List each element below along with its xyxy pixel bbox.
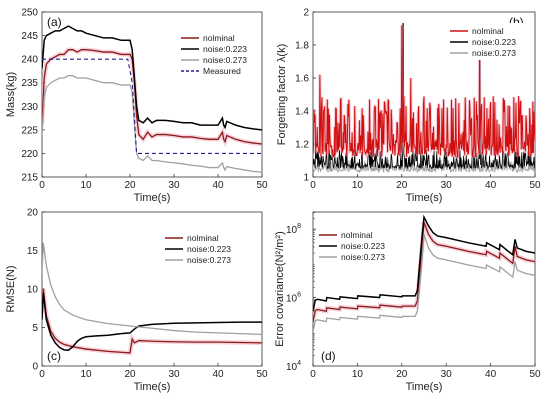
x-axis-label: Time(s) — [134, 381, 171, 393]
panel-label: (d) — [321, 349, 336, 363]
plot-area — [313, 214, 535, 332]
y-tick-label: 1.8 — [295, 41, 309, 52]
x-tick-label: 10 — [80, 180, 92, 191]
series-line — [313, 234, 535, 332]
panel-2: 0 10 20 30 40 5005101520Time(s)RMSE(N)(c)nolm… — [5, 208, 268, 394]
x-tick-label: 50 — [529, 180, 541, 191]
legend-entry: nolminal — [203, 33, 235, 43]
y-axis-label: RMSE(N) — [5, 265, 17, 312]
y-tick-label: 245 — [21, 31, 38, 42]
y-tick-label: 5 — [32, 323, 38, 334]
x-tick-label: 0 — [310, 369, 316, 380]
y-tick-label: 0 — [32, 362, 38, 373]
x-tick-label: 40 — [212, 369, 224, 380]
y-tick-label: 250 — [21, 8, 38, 19]
legend-entry: noise:0.273 — [341, 252, 385, 262]
plot-area — [42, 242, 262, 356]
y-tick-label: 240 — [21, 55, 38, 66]
x-tick-label: 20 — [396, 369, 408, 380]
legend-entry: noise:0.273 — [472, 48, 516, 58]
legend-entry: Measured — [203, 66, 241, 76]
x-tick-label: 20 — [124, 180, 136, 191]
y-axis-label: Mass(kg) — [5, 72, 17, 117]
series-line — [42, 292, 262, 351]
series-line — [42, 49, 262, 145]
legend-entry: nolminal — [341, 230, 373, 240]
panel-0: 0 10 20 30 40 50 215 220 225 230 235 240 245 250 Time(… — [5, 8, 268, 205]
y-tick-label: 235 — [21, 78, 38, 89]
y-tick-label: 230 — [21, 102, 38, 113]
y-tick-label: 104 — [286, 360, 301, 373]
y-tick-label: 215 — [21, 173, 38, 184]
legend-entry: noise:0.223 — [203, 44, 247, 54]
x-tick-label: 10 — [352, 369, 364, 380]
x-tick-label: 50 — [256, 369, 268, 380]
panel-3: 0 10 20 30 40 50 104 106 108 Time(s) Error covaria… — [274, 211, 541, 393]
series-line — [42, 25, 262, 131]
x-tick-label: 0 — [310, 180, 316, 191]
axes-box — [312, 211, 536, 367]
x-tick-label: 20 — [124, 369, 136, 380]
y-axis-label: Forgetting factor λ(k) — [276, 44, 288, 145]
x-tick-label: 0 — [39, 180, 45, 191]
y-tick-label: 10 — [27, 285, 39, 296]
y-tick-label: 1.4 — [295, 107, 309, 118]
series-line — [313, 222, 535, 322]
legend-entry: nolminal — [187, 233, 219, 243]
y-tick-label: 220 — [21, 149, 38, 160]
y-tick-label: 225 — [21, 125, 38, 136]
series-line — [42, 74, 262, 173]
x-tick-label: 30 — [441, 369, 453, 380]
panel-label: (a) — [47, 15, 62, 29]
series-line — [313, 25, 535, 158]
y-tick-label: 1.6 — [295, 74, 309, 85]
plot-area — [42, 25, 262, 173]
x-axis-label: Time(s) — [406, 192, 443, 204]
x-tick-label: 0 — [39, 369, 45, 380]
y-tick-label: 108 — [286, 223, 301, 236]
panel-1: 0 10 20 30 40 50 1 1.2 1.4 1.6 1.8 2 Time(s) Forgetti… — [276, 8, 541, 205]
panel-label: (c) — [47, 349, 61, 363]
y-tick-label: 20 — [27, 208, 39, 219]
legend-entry: noise:0.223 — [187, 244, 231, 254]
y-tick-label: 2 — [303, 8, 309, 19]
series-line — [313, 23, 535, 170]
series-line — [42, 58, 262, 154]
x-tick-label: 50 — [256, 180, 268, 191]
legend-entry: noise:0.273 — [203, 55, 247, 65]
legend-entry: noise:0.273 — [187, 255, 231, 265]
x-tick-label: 40 — [485, 369, 497, 380]
x-tick-label: 40 — [485, 180, 497, 191]
x-tick-label: 30 — [168, 369, 180, 380]
series-line — [313, 214, 535, 312]
y-axis-label: Error covariance(N²/m²) — [274, 231, 286, 347]
y-tick-label: 106 — [286, 292, 301, 305]
x-tick-label: 10 — [352, 180, 364, 191]
series-line — [42, 288, 262, 354]
y-tick-label: 1 — [303, 173, 309, 184]
axes-box — [312, 11, 536, 178]
plot-area — [313, 23, 535, 174]
x-tick-label: 50 — [529, 369, 541, 380]
y-tick-label: 15 — [27, 246, 39, 257]
x-tick-label: 30 — [441, 180, 453, 191]
y-tick-label: 1.2 — [295, 140, 309, 151]
x-axis-label: Time(s) — [134, 192, 171, 204]
x-tick-label: 10 — [80, 369, 92, 380]
x-tick-label: 30 — [168, 180, 180, 191]
series-line — [42, 242, 262, 336]
x-axis-label: Time(s) — [406, 381, 443, 393]
legend-entry: noise:0.223 — [472, 37, 516, 47]
legend-entry: noise:0.223 — [341, 241, 385, 251]
x-tick-label: 20 — [396, 180, 408, 191]
x-tick-label: 40 — [212, 180, 224, 191]
legend-entry: nolminal — [472, 26, 504, 36]
